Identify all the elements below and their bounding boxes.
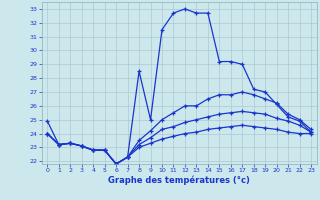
X-axis label: Graphe des températures (°c): Graphe des températures (°c) xyxy=(108,176,250,185)
